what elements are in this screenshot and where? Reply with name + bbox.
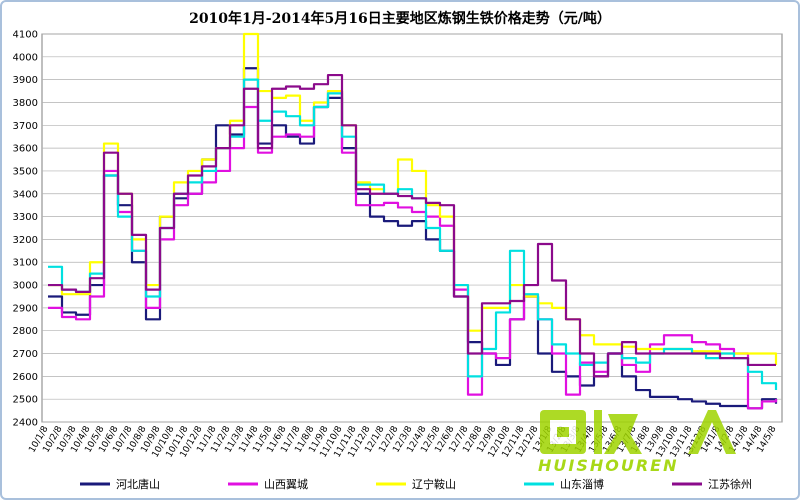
y-tick-label: 3300 bbox=[13, 212, 38, 223]
y-tick-label: 3900 bbox=[13, 75, 38, 86]
legend-label: 江苏徐州 bbox=[708, 477, 752, 491]
y-tick-label: 3600 bbox=[13, 144, 38, 155]
y-tick-label: 3200 bbox=[13, 235, 38, 246]
y-tick-label: 2800 bbox=[13, 326, 38, 337]
y-tick-label: 2700 bbox=[13, 349, 38, 360]
y-tick-label: 2600 bbox=[13, 372, 38, 383]
y-tick-label: 2900 bbox=[13, 303, 38, 314]
y-tick-label: 3400 bbox=[13, 189, 38, 200]
legend: 河北唐山 山西翼城 辽宁鞍山 山东淄博 江苏徐州 bbox=[80, 477, 752, 491]
y-tick-label: 4100 bbox=[13, 30, 38, 41]
watermark-logo: HUISHOUREN bbox=[538, 404, 748, 484]
legend-label: 辽宁鞍山 bbox=[412, 477, 456, 491]
recycle-logo-icon bbox=[540, 410, 736, 454]
y-tick-label: 4000 bbox=[13, 52, 38, 63]
plot-area bbox=[41, 33, 783, 423]
y-tick-label: 2500 bbox=[13, 395, 38, 406]
legend-label: 山西翼城 bbox=[264, 478, 308, 491]
y-tick-label: 3500 bbox=[13, 166, 38, 177]
y-axis-ticks: 2400 2500 2600 2700 2800 2900 3000 3100 3200 3300… bbox=[13, 30, 38, 429]
series-line-5 bbox=[48, 73, 776, 378]
y-tick-label: 3800 bbox=[13, 98, 38, 109]
y-tick-label: 3000 bbox=[13, 281, 38, 292]
series-line-2 bbox=[48, 89, 778, 410]
y-tick-label: 3700 bbox=[13, 121, 38, 132]
watermark-text: HUISHOUREN bbox=[538, 456, 679, 475]
y-tick-label: 3100 bbox=[13, 258, 38, 269]
y-tick-label: 2400 bbox=[13, 418, 38, 429]
chart-title: 2010年1月-2014年5月16日主要地区炼钢生铁价格走势（元/吨） bbox=[189, 11, 611, 27]
legend-label: 山东淄博 bbox=[560, 478, 604, 491]
series-layer bbox=[48, 32, 778, 410]
legend-label: 河北唐山 bbox=[116, 477, 160, 491]
